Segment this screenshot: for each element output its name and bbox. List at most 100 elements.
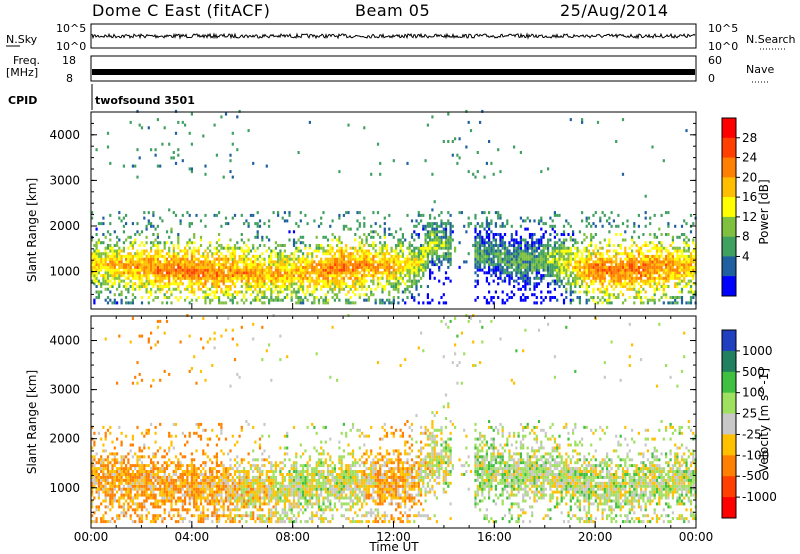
- heatmap-cell: [186, 265, 189, 269]
- heatmap-cell: [102, 467, 105, 471]
- heatmap-cell: [383, 233, 386, 236]
- heatmap-cell: [258, 276, 262, 280]
- heatmap-cell: [506, 249, 509, 253]
- heatmap-cell: [370, 263, 373, 267]
- heatmap-cell: [147, 290, 150, 294]
- heatmap-cell: [342, 252, 345, 256]
- heatmap-cell: [109, 475, 112, 479]
- heatmap-cell: [199, 268, 203, 272]
- heatmap-cell: [220, 301, 223, 305]
- heatmap-cell: [440, 246, 443, 250]
- heatmap-cell: [567, 257, 570, 261]
- heatmap-cell: [206, 260, 209, 264]
- heatmap-cell: [420, 254, 423, 258]
- heatmap-cell: [547, 268, 550, 272]
- heatmap-cell: [317, 271, 321, 275]
- heatmap-cell: [213, 285, 216, 288]
- heatmap-cell: [442, 293, 445, 297]
- heatmap-cell: [578, 298, 581, 302]
- heatmap-cell: [292, 241, 296, 245]
- heatmap-cell: [567, 252, 570, 256]
- heatmap-cell: [143, 502, 146, 506]
- heatmap-cell: [581, 260, 584, 264]
- heatmap-cell: [172, 244, 175, 247]
- heatmap-cell: [503, 301, 507, 305]
- heatmap-cell: [113, 452, 116, 456]
- heatmap-cell: [692, 276, 695, 280]
- heatmap-cell: [211, 298, 214, 302]
- heatmap-cell: [608, 260, 611, 264]
- heatmap-cell: [186, 260, 189, 264]
- heatmap-cell: [140, 260, 144, 264]
- heatmap-cell: [143, 216, 146, 220]
- heatmap-cell: [159, 164, 162, 168]
- heatmap-cell: [140, 502, 144, 506]
- heatmap-cell: [252, 263, 255, 267]
- heatmap-cell: [211, 276, 214, 280]
- heatmap-cell: [417, 263, 420, 267]
- heatmap-cell: [388, 268, 391, 272]
- heatmap-cell: [143, 268, 146, 272]
- heatmap-cell: [685, 263, 688, 267]
- heatmap-cell: [633, 230, 636, 234]
- heatmap-cell: [134, 478, 137, 482]
- heatmap-cell: [129, 473, 132, 476]
- heatmap-cell: [122, 246, 125, 250]
- heatmap-cell: [513, 145, 516, 149]
- heatmap-cell: [424, 159, 427, 163]
- heatmap-cell: [363, 282, 366, 286]
- heatmap-cell: [331, 246, 334, 250]
- heatmap-cell: [283, 271, 286, 275]
- heatmap-cell: [510, 244, 513, 247]
- heatmap-cell: [640, 265, 643, 269]
- heatmap-cell: [333, 235, 336, 239]
- heatmap-cell: [145, 517, 148, 521]
- heatmap-cell: [268, 257, 271, 261]
- heatmap-cell: [610, 276, 613, 280]
- heatmap-cell: [129, 478, 132, 482]
- heatmap-cell: [204, 249, 207, 253]
- heatmap-cell: [631, 249, 634, 253]
- heatmap-cell: [286, 263, 289, 267]
- heatmap-cell: [163, 257, 166, 261]
- heatmap-cell: [125, 238, 128, 242]
- heatmap-cell: [481, 222, 484, 226]
- heatmap-cell: [261, 274, 264, 278]
- heatmap-cell: [424, 224, 427, 228]
- heatmap-cell: [456, 161, 459, 165]
- heatmap-cell: [383, 271, 386, 275]
- heatmap-cell: [138, 279, 141, 283]
- heatmap-cell: [233, 276, 237, 280]
- heatmap-cell: [590, 233, 593, 236]
- heatmap-cell: [324, 274, 327, 278]
- heatmap-cell: [127, 490, 130, 494]
- heatmap-cell: [621, 282, 625, 286]
- heatmap-cell: [578, 268, 581, 272]
- heatmap-cell: [150, 293, 153, 297]
- heatmap-cell: [163, 481, 166, 485]
- heatmap-cell: [188, 260, 191, 264]
- heatmap-cell: [367, 296, 370, 299]
- heatmap-cell: [122, 502, 125, 506]
- heatmap-cell: [190, 263, 193, 267]
- heatmap-cell: [116, 271, 119, 275]
- heatmap-cell: [583, 274, 586, 278]
- heatmap-cell: [100, 437, 103, 441]
- heatmap-cell: [299, 263, 302, 267]
- heatmap-cell: [227, 257, 230, 261]
- heatmap-cell: [687, 257, 690, 261]
- heatmap-cell: [572, 276, 575, 280]
- heatmap-cell: [490, 268, 493, 272]
- heatmap-cell: [612, 282, 615, 286]
- heatmap-cell: [161, 455, 164, 459]
- heatmap-cell: [290, 293, 293, 297]
- heatmap-cell: [615, 265, 618, 269]
- heatmap-cell: [660, 276, 663, 280]
- heatmap-cell: [456, 153, 459, 157]
- heatmap-cell: [345, 260, 348, 264]
- heatmap-cell: [483, 271, 486, 275]
- heatmap-cell: [193, 249, 196, 253]
- heatmap-cell: [590, 238, 593, 242]
- heatmap-cell: [152, 274, 155, 278]
- heatmap-cell: [644, 244, 647, 247]
